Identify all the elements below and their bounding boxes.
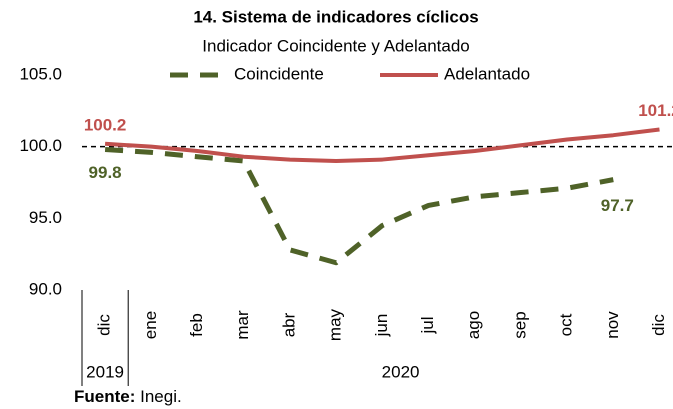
chart-title: 14. Sistema de indicadores cíclicos (193, 7, 478, 26)
x-tick-label: oct (557, 313, 576, 336)
group-label: 2019 (86, 362, 124, 381)
y-tick-label: 90.0 (29, 279, 62, 298)
series-line (104, 147, 614, 266)
data-label: 101.2 (638, 101, 673, 120)
y-tick-label: 100.0 (19, 136, 62, 155)
y-tick-label: 105.0 (19, 64, 62, 83)
source-label: Fuente: (74, 387, 135, 406)
group-label: 2020 (382, 362, 420, 381)
x-tick-label: jul (418, 316, 437, 334)
x-tick-label: dic (95, 314, 114, 336)
chart-subtitle: Indicador Coincidente y Adelantado (202, 36, 469, 55)
x-tick-label: feb (187, 313, 206, 337)
source-text: Inegi. (140, 387, 182, 406)
legend-label: Adelantado (444, 64, 530, 83)
data-label: 100.2 (84, 115, 127, 134)
x-tick-label: nov (603, 311, 622, 339)
x-tick-label: sep (510, 311, 529, 338)
y-tick-label: 95.0 (29, 208, 62, 227)
x-tick-label: abr (279, 312, 298, 337)
x-tick-label: mar (233, 310, 252, 340)
x-tick-label: ene (141, 311, 160, 339)
x-tick-label: jun (372, 314, 391, 338)
data-label: 99.8 (89, 163, 122, 182)
legend-label: Coincidente (234, 64, 324, 83)
series-line (104, 127, 660, 163)
x-tick-label: may (326, 308, 345, 341)
x-tick-label: ago (464, 311, 483, 339)
data-label: 97.7 (601, 196, 634, 215)
source: Fuente: Inegi. (74, 387, 182, 406)
x-tick-label: dic (649, 314, 668, 336)
